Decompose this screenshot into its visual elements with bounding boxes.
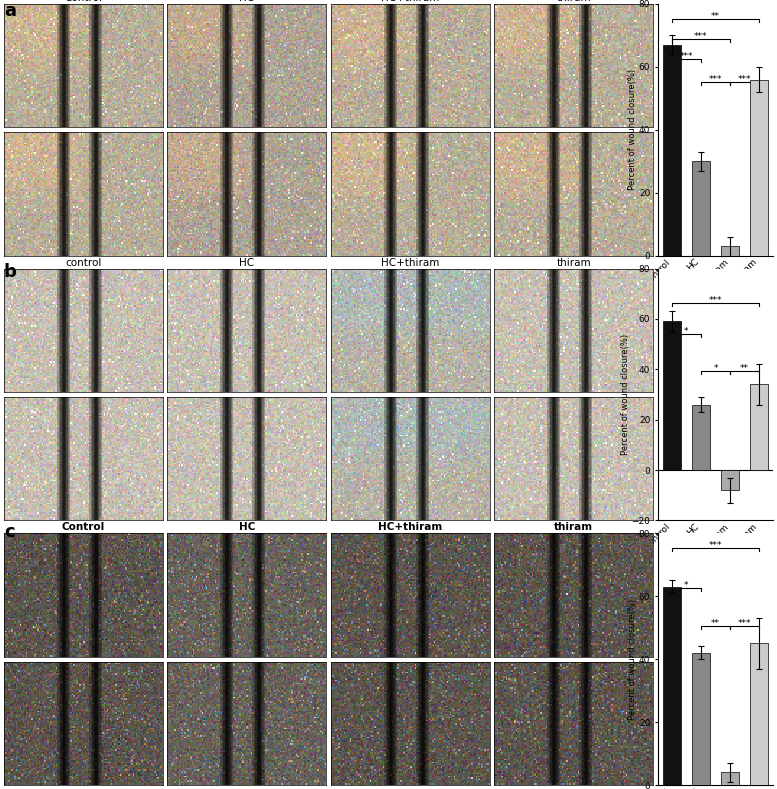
Text: **: **: [711, 12, 720, 21]
Text: a: a: [4, 2, 16, 21]
Bar: [721, 470, 739, 490]
Text: ***: ***: [709, 297, 723, 305]
Bar: [663, 321, 681, 470]
Title: HC+thiram: HC+thiram: [382, 0, 440, 3]
Bar: [721, 246, 739, 256]
Bar: [692, 405, 709, 470]
Title: HC+thiram: HC+thiram: [378, 522, 443, 533]
Title: Control: Control: [64, 0, 103, 3]
Y-axis label: Percent of wound closure(%): Percent of wound closure(%): [629, 69, 637, 190]
Bar: [751, 384, 768, 470]
Text: c: c: [4, 523, 15, 541]
Bar: [692, 653, 709, 785]
Title: thiram: thiram: [556, 258, 591, 267]
Title: HC+thiram: HC+thiram: [382, 258, 440, 267]
Text: ***: ***: [738, 619, 751, 628]
Y-axis label: Percent of wound closure(%): Percent of wound closure(%): [621, 334, 630, 455]
Title: control: control: [65, 258, 102, 267]
Title: HC: HC: [239, 258, 254, 267]
Text: b: b: [4, 263, 17, 281]
Bar: [692, 162, 709, 256]
Bar: [751, 80, 768, 256]
Bar: [663, 45, 681, 256]
Y-axis label: Percent of wound closure(%): Percent of wound closure(%): [629, 599, 637, 720]
Text: **: **: [711, 619, 720, 628]
Title: HC: HC: [239, 522, 255, 533]
Title: Control: Control: [61, 522, 105, 533]
Text: *: *: [713, 365, 718, 373]
Text: ***: ***: [709, 540, 723, 550]
Bar: [663, 587, 681, 785]
Bar: [751, 643, 768, 785]
Title: thiram: thiram: [556, 0, 591, 3]
Text: ***: ***: [694, 32, 708, 41]
Text: ***: ***: [680, 52, 693, 61]
Bar: [721, 772, 739, 785]
Text: ***: ***: [709, 75, 723, 84]
Title: thiram: thiram: [554, 522, 594, 533]
Title: HC: HC: [239, 0, 254, 3]
Text: *: *: [685, 581, 688, 590]
Text: ***: ***: [738, 75, 751, 84]
Text: **: **: [740, 365, 749, 373]
Text: *: *: [685, 327, 688, 335]
